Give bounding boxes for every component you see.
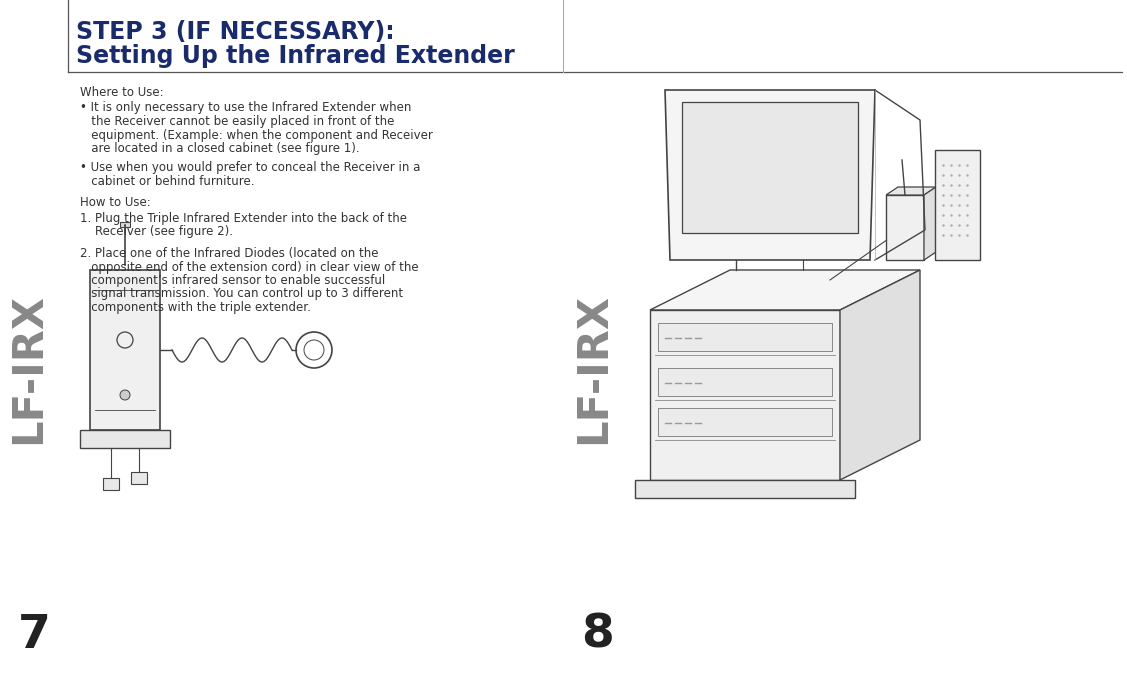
Bar	[682, 102, 858, 233]
Polygon shape	[886, 187, 937, 195]
Text: 1. Plug the Triple Infrared Extender into the back of the: 1. Plug the Triple Infrared Extender int…	[80, 212, 407, 225]
Bar	[103, 478, 119, 490]
Text: cabinet or behind furniture.: cabinet or behind furniture.	[80, 175, 255, 188]
Polygon shape	[650, 270, 920, 310]
Polygon shape	[840, 270, 920, 480]
Text: 7: 7	[18, 613, 51, 658]
Polygon shape	[665, 90, 875, 260]
Bar	[658, 323, 832, 351]
Text: Setting Up the Infrared Extender: Setting Up the Infrared Extender	[76, 44, 515, 68]
Text: LF-IRX: LF-IRX	[573, 293, 614, 443]
Text: opposite end of the extension cord) in clear view of the: opposite end of the extension cord) in c…	[80, 260, 418, 274]
Text: the Receiver cannot be easily placed in front of the: the Receiver cannot be easily placed in …	[80, 115, 394, 128]
Bar	[131, 472, 147, 484]
Bar	[658, 368, 832, 396]
Bar	[80, 430, 170, 448]
Text: are located in a closed cabinet (see figure 1).: are located in a closed cabinet (see fig…	[80, 142, 360, 155]
Bar	[886, 195, 924, 260]
Text: 2. Place one of the Infrared Diodes (located on the: 2. Place one of the Infrared Diodes (loc…	[80, 247, 379, 260]
Text: signal transmission. You can control up to 3 different: signal transmission. You can control up …	[80, 287, 403, 301]
Text: • It is only necessary to use the Infrared Extender when: • It is only necessary to use the Infrar…	[80, 101, 411, 114]
Text: equipment. (Example: when the component and Receiver: equipment. (Example: when the component …	[80, 128, 433, 141]
Bar	[635, 480, 855, 498]
Text: Receiver (see figure 2).: Receiver (see figure 2).	[80, 226, 233, 239]
Bar	[935, 150, 980, 260]
Bar	[658, 408, 832, 436]
Polygon shape	[924, 187, 937, 260]
Bar	[119, 222, 130, 227]
Circle shape	[119, 390, 130, 400]
Text: 8: 8	[582, 613, 614, 658]
Bar	[90, 270, 160, 430]
Bar	[650, 310, 840, 480]
Text: LF-IRX: LF-IRX	[7, 293, 48, 443]
Text: STEP 3 (IF NECESSARY):: STEP 3 (IF NECESSARY):	[76, 20, 394, 44]
Text: How to Use:: How to Use:	[80, 197, 151, 210]
Text: Where to Use:: Where to Use:	[80, 86, 163, 99]
Text: component’s infrared sensor to enable successful: component’s infrared sensor to enable su…	[80, 274, 385, 287]
Text: components with the triple extender.: components with the triple extender.	[80, 301, 311, 314]
Text: • Use when you would prefer to conceal the Receiver in a: • Use when you would prefer to conceal t…	[80, 162, 420, 174]
